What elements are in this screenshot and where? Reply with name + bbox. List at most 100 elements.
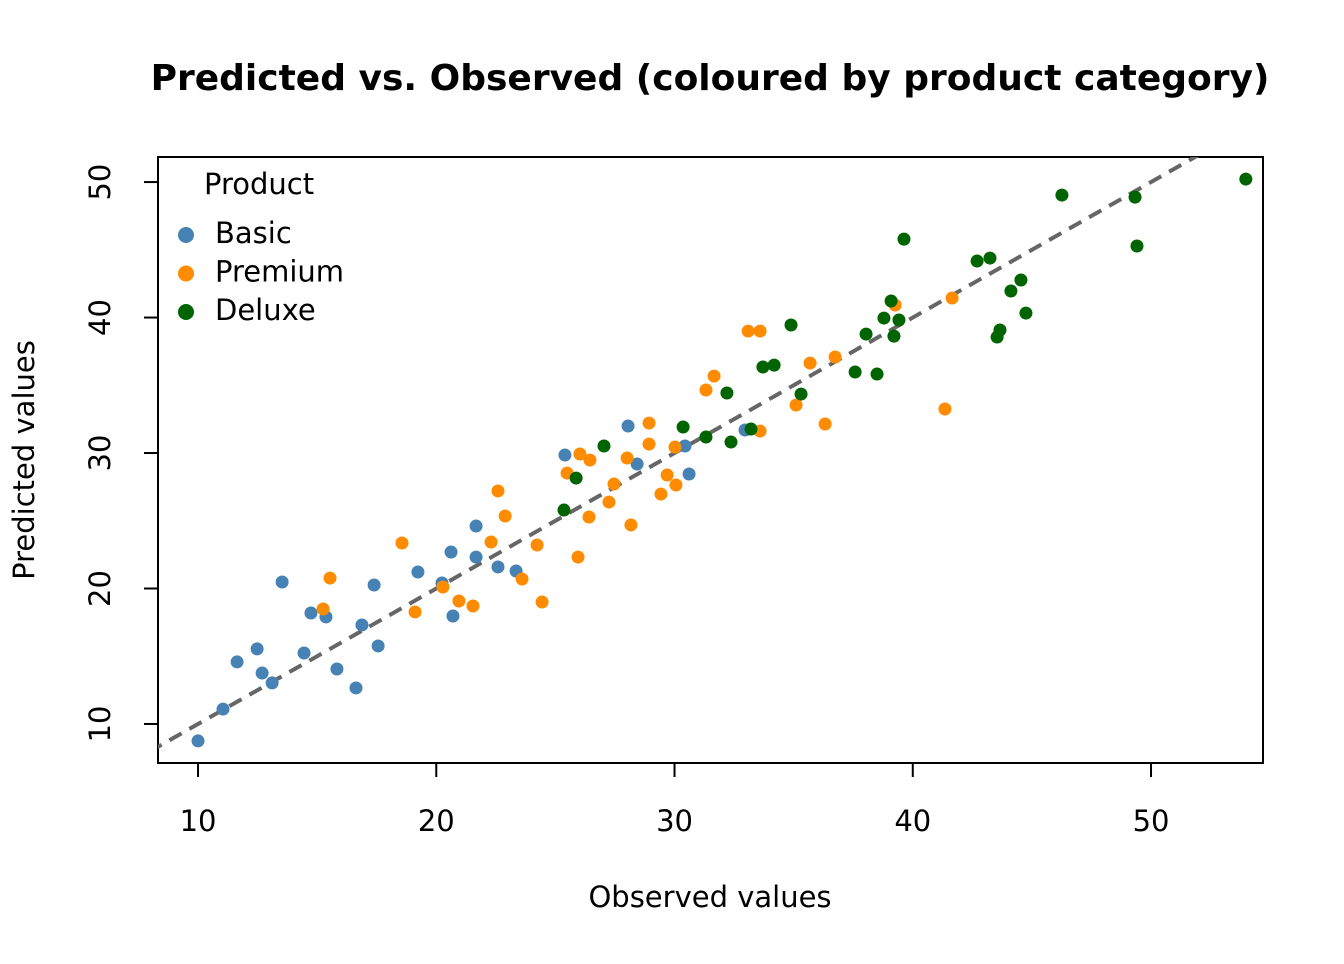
point bbox=[452, 594, 466, 608]
legend-marker bbox=[178, 304, 194, 320]
point bbox=[724, 435, 738, 449]
legend-label: Deluxe bbox=[215, 293, 316, 327]
point bbox=[573, 447, 587, 461]
point bbox=[707, 369, 721, 383]
point bbox=[1128, 190, 1142, 204]
legend-label: Basic bbox=[215, 216, 292, 250]
point bbox=[620, 451, 634, 465]
point bbox=[491, 560, 505, 574]
point bbox=[484, 535, 498, 549]
point bbox=[945, 291, 959, 305]
point bbox=[250, 642, 264, 656]
point bbox=[395, 536, 409, 550]
point bbox=[265, 676, 279, 690]
point bbox=[230, 655, 244, 669]
point bbox=[668, 440, 682, 454]
point bbox=[444, 545, 458, 559]
point bbox=[607, 477, 621, 491]
legend-label: Premium bbox=[215, 255, 344, 289]
point bbox=[848, 365, 862, 379]
point bbox=[1014, 273, 1028, 287]
point bbox=[669, 478, 683, 492]
point bbox=[660, 468, 674, 482]
y-tick-label: 40 bbox=[83, 299, 117, 336]
point bbox=[789, 398, 803, 412]
point bbox=[411, 565, 425, 579]
point bbox=[682, 467, 696, 481]
point bbox=[583, 453, 597, 467]
point bbox=[323, 571, 337, 585]
point bbox=[349, 681, 363, 695]
point bbox=[699, 383, 713, 397]
point bbox=[602, 495, 616, 509]
point bbox=[938, 402, 952, 416]
point bbox=[624, 518, 638, 532]
point bbox=[582, 510, 596, 524]
x-tick-label: 50 bbox=[1133, 804, 1170, 838]
point bbox=[535, 595, 549, 609]
point bbox=[983, 251, 997, 265]
point bbox=[828, 350, 842, 364]
point bbox=[597, 439, 611, 453]
legend-marker bbox=[178, 265, 194, 282]
point bbox=[469, 519, 483, 533]
y-tick-label: 50 bbox=[83, 164, 117, 201]
point bbox=[1130, 239, 1144, 253]
point bbox=[355, 618, 369, 632]
point bbox=[255, 666, 269, 680]
point bbox=[720, 386, 734, 400]
point bbox=[367, 578, 381, 592]
point bbox=[676, 420, 690, 434]
chart-title: Predicted vs. Observed (coloured by prod… bbox=[151, 58, 1270, 99]
point bbox=[794, 387, 808, 401]
point bbox=[1004, 284, 1018, 298]
point bbox=[530, 538, 544, 552]
point bbox=[970, 254, 984, 268]
plot-frame bbox=[157, 156, 1264, 764]
x-tick-label: 30 bbox=[656, 804, 693, 838]
point bbox=[446, 609, 460, 623]
point bbox=[859, 327, 873, 341]
legend-title: Product bbox=[204, 167, 314, 201]
point bbox=[887, 329, 901, 343]
point bbox=[191, 734, 205, 748]
point bbox=[469, 550, 483, 564]
point bbox=[330, 662, 344, 676]
point bbox=[767, 358, 781, 372]
point bbox=[744, 422, 758, 436]
point bbox=[803, 356, 817, 370]
point bbox=[642, 437, 656, 451]
point bbox=[1239, 172, 1253, 186]
point bbox=[408, 605, 422, 619]
point bbox=[571, 550, 585, 564]
point bbox=[993, 323, 1007, 337]
point bbox=[1019, 306, 1033, 320]
x-axis-label: Observed values bbox=[588, 880, 831, 914]
point bbox=[275, 575, 289, 589]
x-tick-label: 20 bbox=[418, 804, 455, 838]
point bbox=[753, 324, 767, 338]
point bbox=[498, 509, 512, 523]
point bbox=[784, 318, 798, 332]
point bbox=[654, 487, 668, 501]
point bbox=[630, 457, 644, 471]
point bbox=[699, 430, 713, 444]
point bbox=[316, 602, 330, 616]
point bbox=[870, 367, 884, 381]
point bbox=[1055, 188, 1069, 202]
point bbox=[466, 599, 480, 613]
x-tick-label: 40 bbox=[894, 804, 931, 838]
point bbox=[557, 503, 571, 517]
reference-line bbox=[158, 157, 1200, 750]
point bbox=[756, 360, 770, 374]
point bbox=[897, 232, 911, 246]
point bbox=[642, 416, 656, 430]
point bbox=[892, 313, 906, 327]
y-tick-label: 20 bbox=[83, 570, 117, 607]
y-tick-label: 30 bbox=[83, 435, 117, 472]
point bbox=[558, 448, 572, 462]
y-tick-label: 10 bbox=[83, 706, 117, 743]
point bbox=[304, 606, 318, 620]
y-axis-label: Predicted values bbox=[7, 340, 41, 580]
